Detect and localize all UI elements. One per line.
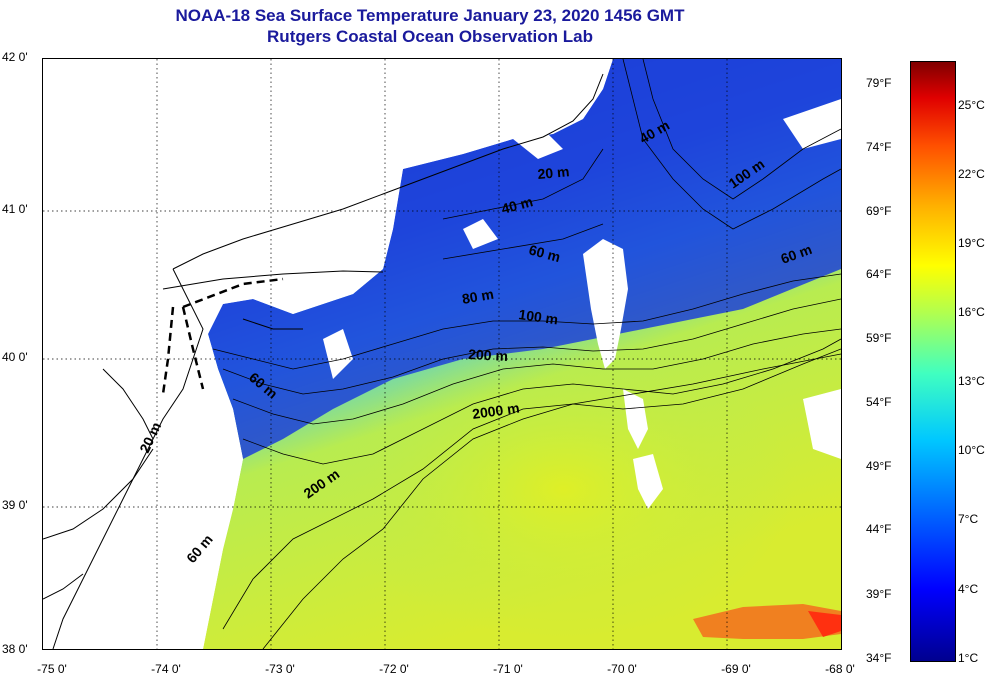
temperature-colorbar [910,61,956,662]
colorbar-c-label: 4°C [958,582,992,596]
map-title: NOAA-18 Sea Surface Temperature January … [0,6,860,26]
colorbar-c-label: 1°C [958,651,992,665]
lat-label: 41 0' [2,202,40,216]
lat-label: 40 0' [2,350,40,364]
lon-label: -69 0' [711,662,761,676]
sst-map-svg: 40 m 20 m 100 m 40 m 60 m 60 m 80 m 100 … [43,59,841,649]
lat-label: 38 0' [2,642,40,656]
colorbar-c-label: 10°C [958,443,992,457]
colorbar-c-label: 19°C [958,236,992,250]
lon-label: -71 0' [483,662,533,676]
colorbar-f-label: 69°F [866,204,906,218]
colorbar-f-label: 59°F [866,331,906,345]
lon-label: -74 0' [141,662,191,676]
colorbar-f-label: 49°F [866,459,906,473]
lon-label: -72 0' [369,662,419,676]
lon-label: -75 0' [27,662,77,676]
colorbar-f-label: 44°F [866,522,906,536]
colorbar-f-label: 74°F [866,140,906,154]
colorbar-c-label: 22°C [958,167,992,181]
colorbar-f-label: 64°F [866,267,906,281]
colorbar-c-label: 25°C [958,98,992,112]
lon-label: -68 0' [815,662,865,676]
lat-label: 42 0' [2,50,40,64]
contour-label: 200 m [468,346,508,364]
colorbar-f-label: 34°F [866,651,906,665]
lon-label: -70 0' [597,662,647,676]
contour-label: 20 m [537,163,570,182]
colorbar-f-label: 79°F [866,76,906,90]
colorbar-c-label: 13°C [958,374,992,388]
colorbar-c-label: 7°C [958,512,992,526]
map-subtitle: Rutgers Coastal Ocean Observation Lab [0,27,860,47]
sst-map: 40 m 20 m 100 m 40 m 60 m 60 m 80 m 100 … [42,58,842,650]
colorbar-c-label: 16°C [958,305,992,319]
colorbar-f-label: 39°F [866,587,906,601]
lat-label: 39 0' [2,498,40,512]
lon-label: -73 0' [255,662,305,676]
colorbar-f-label: 54°F [866,395,906,409]
